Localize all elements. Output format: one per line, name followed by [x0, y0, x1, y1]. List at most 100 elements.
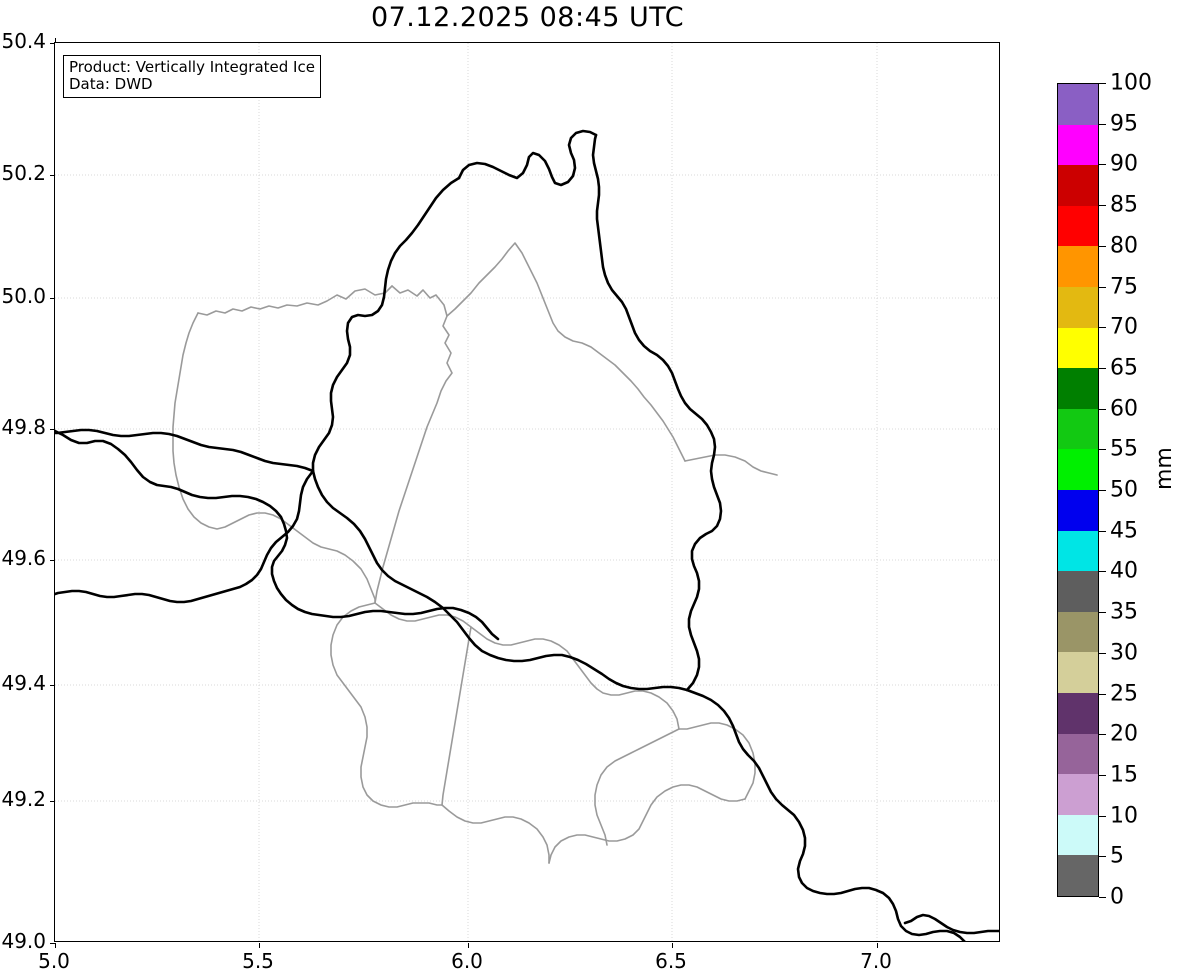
colorbar-segment — [1058, 571, 1098, 612]
colorbar[interactable] — [1057, 83, 1099, 897]
colorbar-tick-label: 50 — [1110, 477, 1138, 503]
colorbar-tick-label: 95 — [1110, 111, 1138, 137]
colorbar-tick — [1099, 774, 1106, 776]
colorbar-segment — [1058, 814, 1098, 856]
x-axis-label-3: 6.5 — [655, 949, 687, 973]
colorbar-tick-label: 30 — [1110, 640, 1138, 666]
colorbar-segment — [1058, 652, 1098, 693]
x-tick-0 — [55, 943, 56, 948]
map-gridlines — [55, 43, 999, 941]
map-canvas — [55, 43, 999, 941]
product-info-box: Product: Vertically Integrated Ice Data:… — [63, 55, 321, 98]
colorbar-tick — [1099, 652, 1106, 654]
colorbar-segment — [1058, 692, 1098, 734]
colorbar-tick — [1099, 327, 1106, 329]
colorbar-tick-label: 85 — [1110, 192, 1138, 218]
x-axis-label-4: 7.0 — [860, 949, 892, 973]
colorbar-tick-label: 0 — [1110, 884, 1124, 910]
y-tick-6 — [50, 801, 55, 802]
colorbar-tick-label: 45 — [1110, 518, 1138, 544]
colorbar-segment — [1058, 449, 1098, 490]
y-tick-2 — [50, 298, 55, 299]
colorbar-tick-label: 10 — [1110, 803, 1138, 829]
x-tick-top-0 — [55, 38, 56, 43]
colorbar-segment — [1058, 408, 1098, 450]
colorbar-tick — [1099, 164, 1106, 166]
colorbar-segment — [1058, 84, 1098, 125]
colorbar-tick-label: 55 — [1110, 436, 1138, 462]
map-boundaries — [55, 129, 999, 941]
colorbar-tick-label: 70 — [1110, 314, 1138, 340]
y-tick-7 — [50, 943, 55, 944]
colorbar-segment — [1058, 368, 1098, 409]
colorbar-tick — [1099, 856, 1106, 858]
y-tick-0 — [50, 43, 55, 44]
colorbar-tick-label: 20 — [1110, 721, 1138, 747]
colorbar-segment — [1058, 530, 1098, 572]
colorbar-tick — [1099, 367, 1106, 369]
y-tick-4 — [50, 560, 55, 561]
colorbar-tick-label: 90 — [1110, 151, 1138, 177]
colorbar-tick — [1099, 449, 1106, 451]
colorbar-tick — [1099, 530, 1106, 532]
colorbar-tick — [1099, 571, 1106, 573]
colorbar-tick — [1099, 245, 1106, 247]
y-axis-label-1-text: 49.2 — [1, 787, 46, 811]
colorbar-tick — [1099, 83, 1106, 84]
x-tick-2 — [468, 943, 469, 948]
colorbar-tick — [1099, 815, 1106, 817]
y-axis-label-5-text: 50.0 — [1, 284, 46, 308]
colorbar-unit-label: mm — [1152, 447, 1177, 490]
colorbar-tick — [1099, 123, 1106, 125]
y-axis-label-2-text: 49.4 — [1, 671, 46, 695]
colorbar-segment — [1058, 205, 1098, 247]
x-tick-1 — [259, 943, 260, 948]
y-axis-label-7-text: 50.4 — [1, 29, 46, 53]
colorbar-segment — [1058, 855, 1098, 896]
colorbar-tick-label: 65 — [1110, 355, 1138, 381]
y-tick-1 — [50, 175, 55, 176]
colorbar-tick — [1099, 897, 1106, 898]
colorbar-tick-label: 15 — [1110, 762, 1138, 788]
colorbar-tick — [1099, 286, 1106, 288]
map-plot-area[interactable]: Product: Vertically Integrated Ice Data:… — [50, 38, 1000, 948]
y-tick-5 — [50, 685, 55, 686]
colorbar-tick-label: 60 — [1110, 396, 1138, 422]
colorbar-tick-label: 25 — [1110, 681, 1138, 706]
colorbar-tick-label: 40 — [1110, 558, 1138, 584]
y-tick-3 — [50, 429, 55, 430]
colorbar-tick-label: 5 — [1110, 843, 1124, 869]
y-axis-label-6-text: 50.2 — [1, 161, 46, 185]
colorbar-segment — [1058, 246, 1098, 287]
y-axis-label-3-text: 49.6 — [1, 546, 46, 570]
y-axis-label-4-text: 49.8 — [1, 415, 46, 439]
colorbar-segment — [1058, 774, 1098, 815]
product-line: Product: Vertically Integrated Ice — [69, 58, 315, 76]
colorbar-tick — [1099, 490, 1106, 491]
colorbar-tick-label: 100 — [1110, 70, 1152, 96]
colorbar-tick-label: 35 — [1110, 599, 1138, 625]
colorbar-tick-label: 80 — [1110, 233, 1138, 259]
colorbar-tick-label: 75 — [1110, 274, 1138, 299]
colorbar-tick — [1099, 734, 1106, 736]
x-axis-label-1: 5.5 — [242, 949, 274, 973]
colorbar-segment — [1058, 733, 1098, 775]
x-tick-4 — [877, 943, 878, 948]
colorbar-segment — [1058, 124, 1098, 166]
page-title: 07.12.2025 08:45 UTC — [370, 2, 685, 33]
colorbar-segment — [1058, 165, 1098, 206]
colorbar-segment — [1058, 286, 1098, 328]
colorbar-tick — [1099, 693, 1106, 695]
colorbar-segment — [1058, 489, 1098, 531]
x-axis-label-2: 6.0 — [451, 949, 483, 973]
data-source-line: Data: DWD — [69, 74, 153, 93]
y-axis-label-0-text: 49.0 — [1, 929, 46, 953]
colorbar-tick — [1099, 408, 1106, 410]
colorbar-tick — [1099, 612, 1106, 614]
x-axis-label-0: 5.0 — [38, 949, 70, 973]
colorbar-segment — [1058, 327, 1098, 369]
colorbar-segment — [1058, 611, 1098, 653]
x-tick-3 — [672, 943, 673, 948]
colorbar-tick — [1099, 205, 1106, 207]
